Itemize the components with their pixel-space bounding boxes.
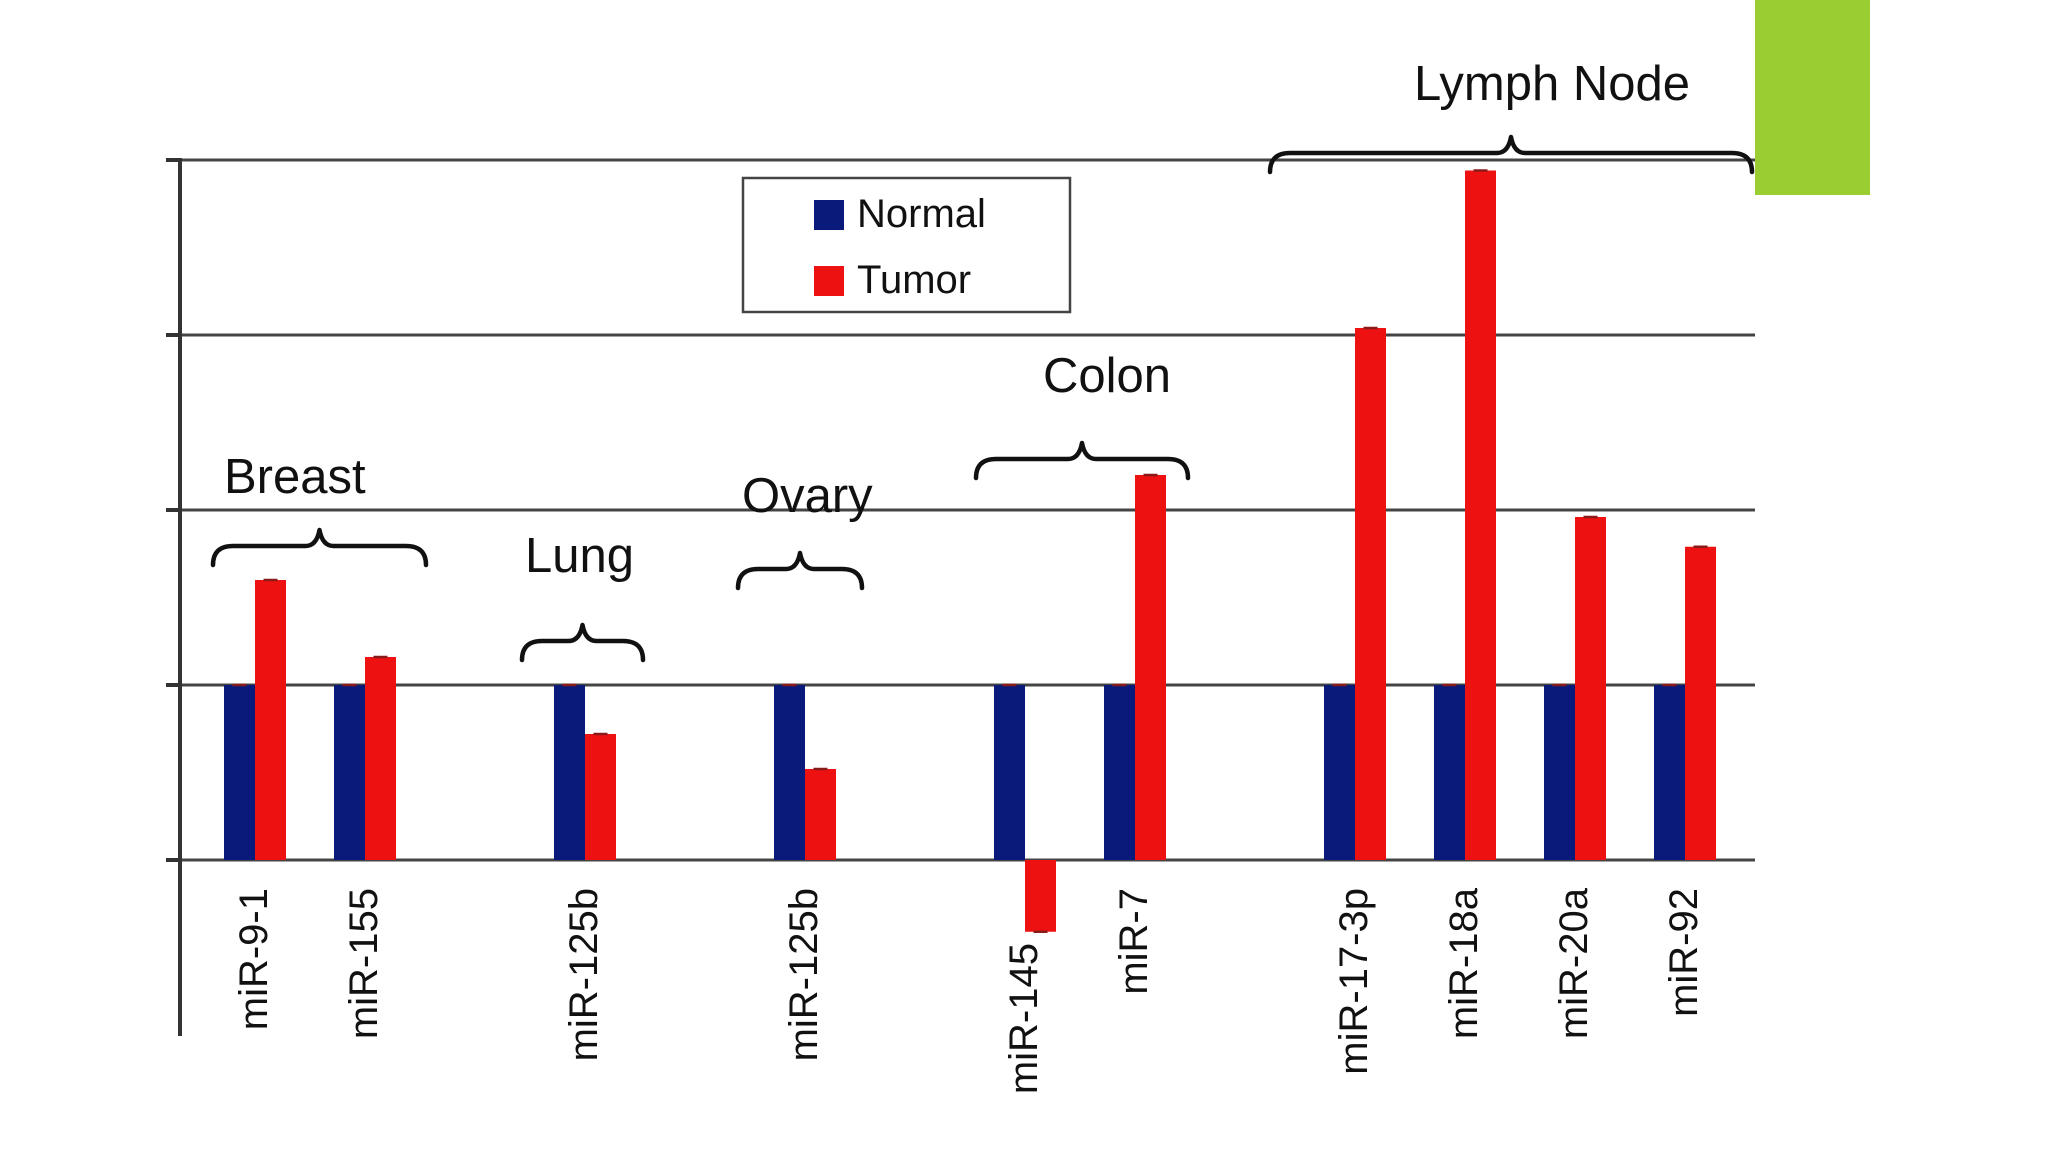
bar-tumor [1025,860,1056,932]
x-tick-label: miR-125b [562,888,606,1061]
legend-swatch [814,266,844,296]
group-brace [735,550,865,591]
accent-block [1755,0,1870,195]
group-label: Lymph Node [1414,57,1690,111]
bar-tumor [1355,328,1386,860]
group-brace [210,527,429,568]
group-label: Colon [1043,349,1171,403]
x-tick-label: miR-145 [1002,943,1046,1094]
x-tick-label: miR-92 [1662,888,1706,1017]
x-tick-label: miR-155 [342,888,386,1039]
bar-tumor [1465,170,1496,860]
bar-tumor [805,769,836,860]
bar-tumor [1685,546,1716,860]
group-brace [1267,134,1755,175]
x-tick-label: miR-17-3p [1332,888,1376,1075]
bar-tumor [255,580,286,860]
bar-tumor [1135,475,1166,860]
legend-box [741,176,1072,314]
bar-normal [774,685,805,860]
bar-tumor [1575,517,1606,860]
group-label: Breast [224,450,366,504]
bar-tumor [585,734,616,860]
x-tick-label: miR-18a [1442,887,1486,1039]
legend-swatch [814,200,844,230]
bar-normal [1324,685,1355,860]
bar-normal [994,685,1025,860]
group-brace [973,440,1191,481]
bar-normal [1654,685,1685,860]
x-tick-label: miR-9-1 [232,888,276,1030]
x-tick-label: miR-20a [1552,887,1596,1039]
legend-label: Tumor [857,258,971,302]
group-brace [519,622,646,663]
bar-normal [1544,685,1575,860]
x-tick-label: miR-7 [1112,888,1156,995]
bar-tumor [365,657,396,860]
bar-normal [554,685,585,860]
x-tick-label: miR-125b [782,888,826,1061]
group-label: Ovary [742,469,873,523]
bar-normal [1434,685,1465,860]
bar-normal [334,685,365,860]
bar-normal [224,685,255,860]
bar-normal [1104,685,1135,860]
legend: Normal Tumor [741,176,1072,314]
legend-label: Normal [857,192,986,236]
group-label: Lung [525,529,634,583]
